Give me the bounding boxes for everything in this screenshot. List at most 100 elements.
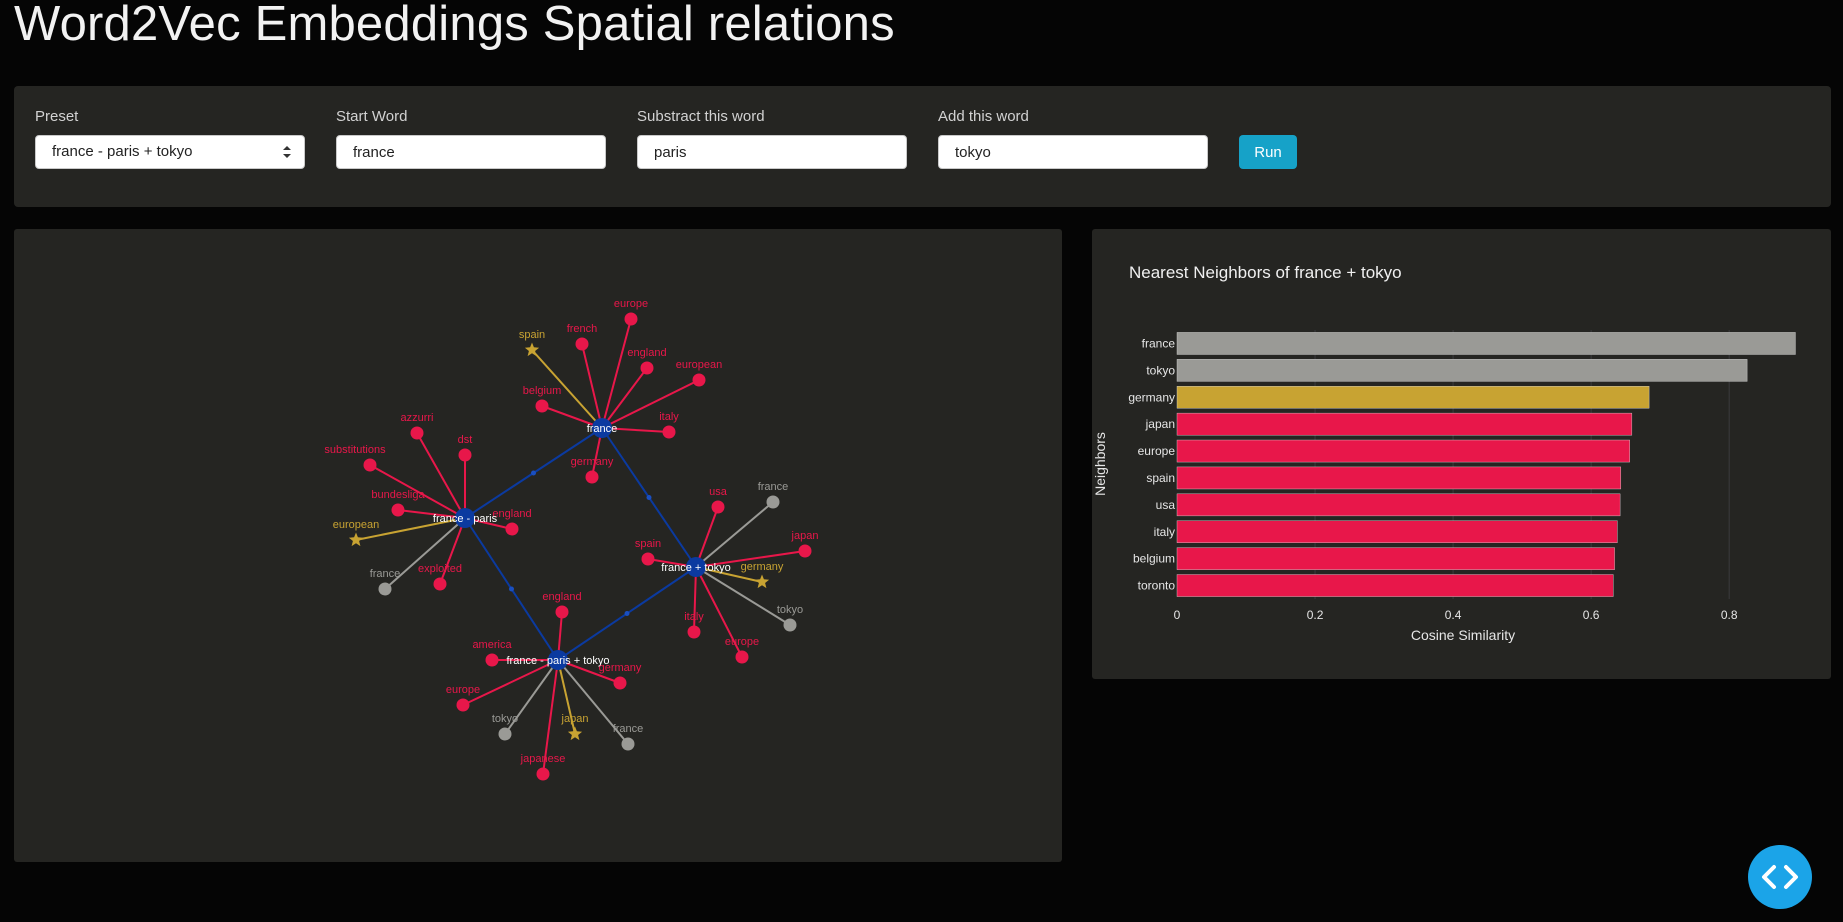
word-label: europe [446,684,480,696]
star-node[interactable] [524,342,540,357]
bar[interactable] [1176,520,1618,543]
word-label: france [613,723,644,735]
word-node[interactable] [735,650,749,664]
word-node[interactable] [505,522,519,536]
bar[interactable] [1176,439,1630,463]
word-label: germany [741,561,784,573]
center-label: france + tokyo [661,562,730,574]
word-node[interactable] [433,577,447,591]
preset-field: Preset france - paris + tokyo [35,108,307,169]
word-label: england [627,347,666,359]
neighbor-link [693,566,697,633]
y-tick-label: europe [1138,444,1176,458]
bar[interactable] [1176,574,1614,597]
word-node[interactable] [783,618,797,632]
center-node[interactable] [548,650,568,670]
word-node[interactable] [621,737,635,751]
word-node[interactable] [535,399,549,413]
word-node[interactable] [711,500,725,514]
word-label: france [758,481,789,493]
word-node[interactable] [766,495,780,509]
neighbor-link [557,659,621,684]
bar[interactable] [1176,412,1633,436]
center-label: france - paris + tokyo [506,655,609,667]
star-node[interactable] [567,726,583,741]
embedding-graph[interactable]: europe french spain england european belgium i… [14,229,1062,862]
neighbor-link [462,659,559,706]
word-node[interactable] [555,605,569,619]
word-node[interactable] [363,458,377,472]
word-node[interactable] [456,698,470,712]
neighbor-link [581,343,603,429]
center-label: france [587,423,618,435]
word-label: europe [725,636,759,648]
embedding-graph-panel[interactable]: europe french spain england european belgium i… [14,229,1062,862]
word-node[interactable] [536,767,550,781]
y-tick-label: belgium [1133,552,1175,566]
preset-select[interactable]: france - paris + tokyo [35,135,305,169]
code-icon [1762,865,1798,889]
neighbor-link [695,550,806,568]
word-label: italy [684,611,704,623]
neighbor-link [416,432,466,519]
code-toggle-button[interactable] [1748,845,1812,909]
bar[interactable] [1176,386,1650,409]
word-node[interactable] [458,448,472,462]
star-node[interactable] [348,532,364,547]
neighbor-link [504,659,559,735]
bar[interactable] [1176,547,1615,570]
word-node[interactable] [613,676,627,690]
word-label: germany [599,662,642,674]
y-tick-label: france [1142,336,1176,350]
center-link-midpoint [531,470,536,476]
y-tick-label: tokyo [1146,363,1175,377]
word-node[interactable] [640,361,654,375]
word-label: japan [791,530,819,542]
word-label: usa [709,486,728,498]
neighbor-link [695,566,763,583]
x-tick-label: 0 [1174,608,1181,622]
word-label: bundesliga [371,489,425,501]
bar[interactable] [1176,466,1622,490]
neighbor-link [355,517,466,541]
y-tick-label: spain [1146,471,1175,485]
word-node[interactable] [378,582,392,596]
word-node[interactable] [410,426,424,440]
word-node[interactable] [585,470,599,484]
start-word-field: Start Word [336,108,608,169]
center-link-midpoint [624,611,630,616]
word-node[interactable] [798,544,812,558]
word-label: azzurri [400,412,433,424]
x-tick-label: 0.6 [1583,608,1600,622]
neighbor-link [695,566,791,626]
center-link-midpoint [509,586,514,592]
word-node[interactable] [575,337,589,351]
word-node[interactable] [391,503,405,517]
preset-label: Preset [35,108,79,125]
word-node[interactable] [624,312,638,326]
add-word-input[interactable] [938,135,1208,169]
bar[interactable] [1176,359,1748,382]
word-node[interactable] [687,625,701,639]
start-word-input[interactable] [336,135,606,169]
word-node[interactable] [692,373,706,387]
neighbor-link [542,659,559,775]
bar[interactable] [1176,493,1621,517]
center-node[interactable] [592,418,612,438]
word-label: japan [561,713,589,725]
word-node[interactable] [498,727,512,741]
bar[interactable] [1176,332,1796,355]
y-tick-label: italy [1154,525,1175,539]
neighbor-link [601,427,670,433]
center-node[interactable] [686,557,706,577]
subtract-word-input[interactable] [637,135,907,169]
word-node[interactable] [641,552,655,566]
star-node[interactable] [754,574,770,589]
word-label: america [472,639,512,651]
word-label: tokyo [492,713,518,725]
word-node[interactable] [485,653,499,667]
add-word-label: Add this word [938,108,1029,125]
center-node[interactable] [455,508,475,528]
run-button[interactable]: Run [1239,135,1297,169]
word-node[interactable] [662,425,676,439]
